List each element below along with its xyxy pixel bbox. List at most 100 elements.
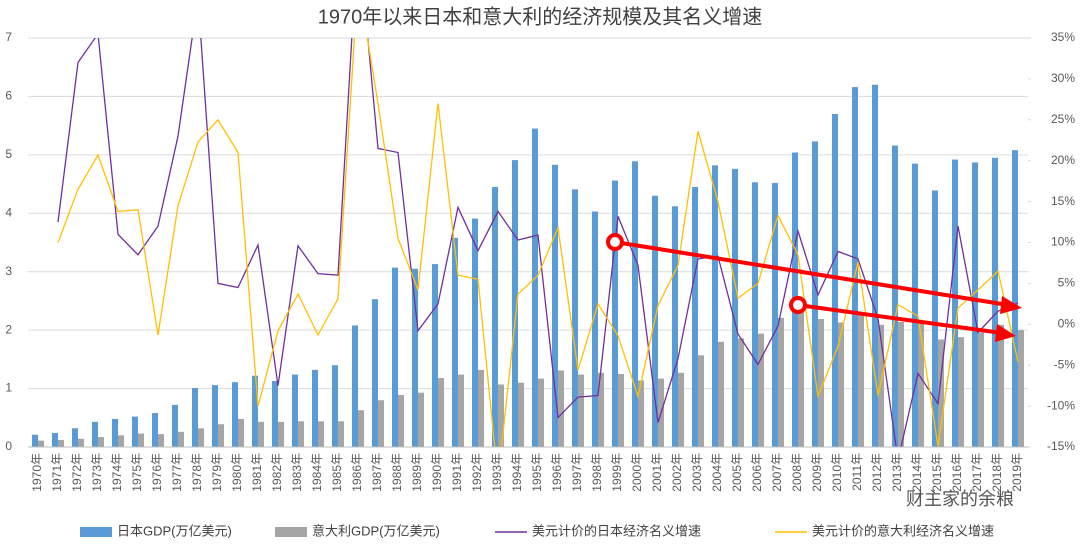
x-tick-label: 1975年 — [130, 453, 144, 492]
bar — [98, 437, 104, 447]
y-tick-label: 0 — [5, 439, 12, 453]
bar — [952, 159, 958, 447]
bar — [632, 161, 638, 447]
x-tick-label: 1971年 — [50, 453, 64, 492]
bar — [172, 404, 178, 447]
bar — [252, 375, 258, 447]
bar — [458, 374, 464, 447]
x-tick-label: 2012年 — [870, 453, 884, 492]
bar — [138, 433, 144, 447]
legend-label: 意大利GDP(万亿美元) — [312, 523, 440, 538]
y2-tick-label: 10% — [1051, 235, 1075, 249]
bar — [532, 128, 538, 448]
legend: 日本GDP(万亿美元) 意大利GDP(万亿美元) 美元计价的日本经济名义增速 美元计价… — [80, 523, 994, 538]
x-tick-label: 2000年 — [630, 453, 644, 492]
x-tick-label: 1998年 — [590, 453, 604, 492]
bar — [518, 382, 524, 447]
x-tick-label: 2016年 — [950, 453, 964, 492]
bar — [612, 180, 618, 447]
x-tick-label: 1981年 — [250, 453, 264, 492]
bar — [452, 237, 458, 447]
bar — [418, 392, 424, 447]
bar — [318, 421, 324, 447]
annotation-arrows — [606, 233, 1022, 342]
x-tick-label: 1983年 — [290, 453, 304, 492]
bar — [238, 418, 244, 447]
x-tick-label: 1984年 — [310, 453, 324, 492]
x-tick-label: 2015年 — [930, 453, 944, 492]
y-tick-label: 7 — [5, 30, 12, 44]
bar — [892, 145, 898, 447]
x-tick-label: 1997年 — [570, 453, 584, 492]
bar — [758, 333, 764, 447]
bar — [958, 337, 964, 447]
x-tick-label: 2005年 — [730, 453, 744, 492]
bar — [32, 434, 38, 447]
bar — [578, 374, 584, 447]
legend-swatch — [80, 527, 112, 537]
y2-tick-label: -10% — [1047, 398, 1075, 412]
bar — [872, 84, 878, 447]
arrow-start — [789, 296, 807, 314]
x-tick-label: 1977年 — [170, 453, 184, 492]
x-tick-label: 1990年 — [430, 453, 444, 492]
x-tick-label: 1985年 — [330, 453, 344, 492]
y-tick-label: 3 — [5, 264, 12, 278]
legend-label: 美元计价的意大利经济名义增速 — [812, 523, 994, 538]
x-tick-label: 2017年 — [970, 453, 984, 492]
bar — [352, 325, 358, 447]
bar — [672, 206, 678, 447]
y2-tick-label: 25% — [1051, 112, 1075, 126]
x-tick-label: 1993年 — [490, 453, 504, 492]
bar — [412, 268, 418, 447]
x-tick-label: 1974年 — [110, 453, 124, 492]
bar — [92, 421, 98, 447]
line — [57, 38, 1019, 447]
x-tick-label: 1999年 — [610, 453, 624, 492]
y2-tick-label: 35% — [1051, 30, 1075, 44]
bar — [378, 400, 384, 447]
bar — [998, 324, 1004, 447]
bar — [432, 264, 438, 447]
x-tick-label: 2014年 — [910, 453, 924, 492]
bar — [492, 186, 498, 447]
bar — [852, 87, 858, 447]
bar — [438, 378, 444, 447]
y2-tick-label: 15% — [1051, 194, 1075, 208]
bar — [512, 160, 518, 447]
y-tick-label: 4 — [5, 205, 12, 219]
x-tick-label: 1970年 — [30, 453, 44, 492]
arrow-head — [995, 324, 1016, 342]
bar — [312, 369, 318, 447]
x-tick-label: 2010年 — [830, 453, 844, 492]
bar — [158, 434, 164, 447]
arrow-line — [614, 240, 1009, 307]
bar — [818, 319, 824, 447]
bar — [778, 317, 784, 447]
bar — [232, 382, 238, 447]
bar — [272, 380, 278, 447]
bars — [32, 84, 1024, 448]
x-tick-label: 2001年 — [650, 453, 664, 492]
bar — [152, 413, 158, 447]
x-tick-label: 1980年 — [230, 453, 244, 492]
bar — [618, 373, 624, 447]
bar — [212, 385, 218, 447]
bar — [718, 341, 724, 447]
x-tick-label: 2007年 — [770, 453, 784, 492]
line — [57, 38, 1019, 447]
bar — [698, 355, 704, 447]
bar — [918, 320, 924, 447]
x-tick-label: 1979年 — [210, 453, 224, 492]
bar — [398, 394, 404, 447]
bar — [278, 421, 284, 447]
bar — [898, 321, 904, 447]
bar — [1012, 150, 1018, 447]
bar — [52, 432, 58, 447]
x-tick-label: 2011年 — [850, 453, 864, 491]
x-tick-label: 1986年 — [350, 453, 364, 492]
x-tick-label: 2006年 — [750, 453, 764, 492]
arrow-line — [797, 303, 1003, 335]
x-tick-label: 2013年 — [890, 453, 904, 492]
x-tick-label: 2008年 — [790, 453, 804, 492]
